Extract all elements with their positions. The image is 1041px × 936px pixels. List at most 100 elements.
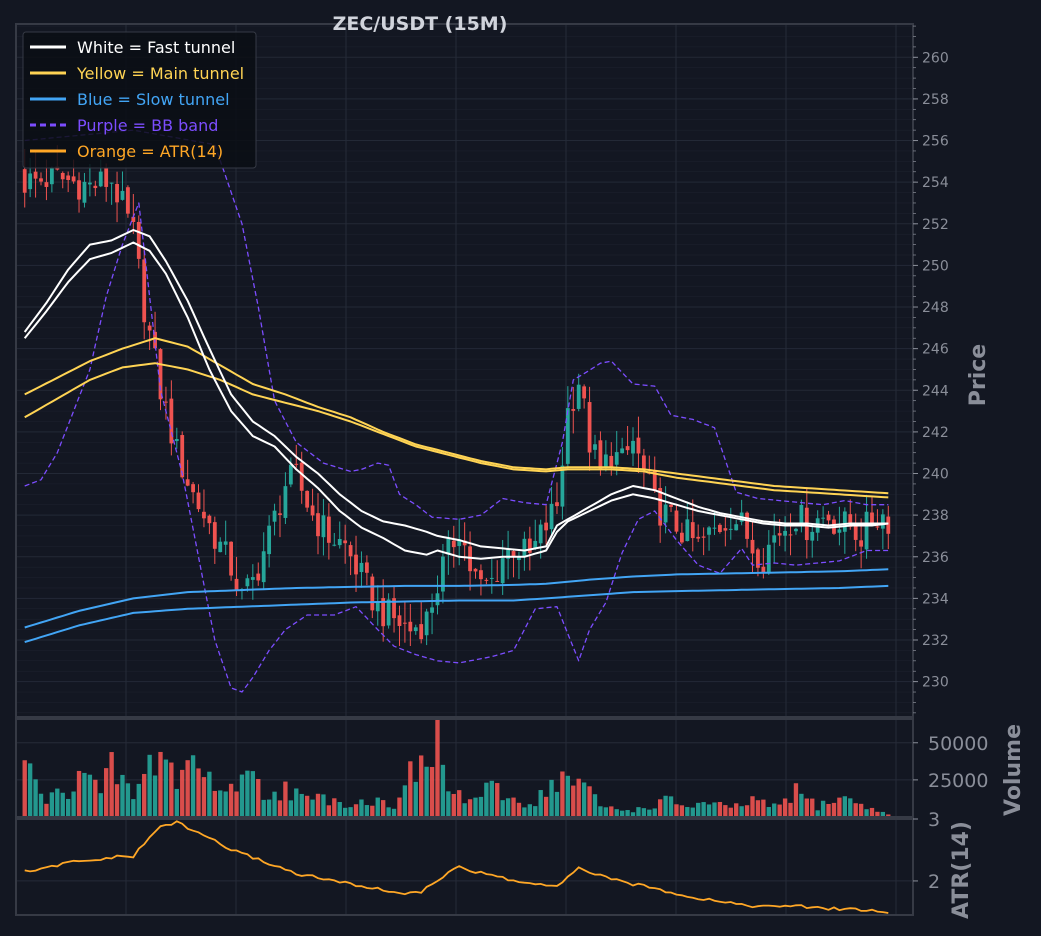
- volume-bar: [87, 774, 93, 817]
- volume-bar: [326, 805, 332, 817]
- volume-bar: [598, 806, 603, 817]
- legend-box: [22, 31, 257, 169]
- candle-body: [82, 181, 87, 203]
- volume-bar: [473, 797, 478, 817]
- candle-body: [560, 465, 565, 507]
- candle-body: [446, 537, 451, 555]
- volume-bar: [239, 774, 245, 817]
- candle-body: [842, 511, 847, 532]
- candle-body: [109, 182, 114, 184]
- volume-bar: [22, 760, 27, 817]
- volume-panel: [22, 719, 891, 817]
- legend-item-slow-tunnel: Blue = Slow tunnel: [30, 90, 230, 109]
- candle-body: [799, 505, 804, 526]
- volume-bar: [256, 779, 261, 817]
- candle-body: [837, 529, 842, 533]
- volume-bar: [820, 800, 826, 817]
- volume-bar: [381, 800, 386, 817]
- candle-body: [294, 463, 299, 465]
- candle-body: [424, 611, 429, 636]
- volume-bar: [647, 809, 652, 817]
- volume-bar: [245, 770, 250, 817]
- candle-body: [104, 168, 109, 187]
- volume-bar: [288, 800, 294, 817]
- candle-body: [408, 621, 413, 632]
- volume-bar: [65, 798, 71, 817]
- price-tick-label: 230: [922, 675, 949, 691]
- price-tick-label: 244: [922, 383, 949, 399]
- candle-body: [533, 540, 538, 549]
- main-tunnel-lower-line: [24, 362, 889, 499]
- candle-body: [397, 615, 402, 626]
- volume-bar: [201, 777, 207, 817]
- volume-bar: [408, 761, 413, 817]
- volume-bar: [38, 793, 44, 817]
- candle-body: [522, 538, 527, 557]
- candle-body: [451, 540, 456, 548]
- candle-body: [712, 527, 717, 529]
- volume-bar: [348, 807, 353, 817]
- candle-body: [185, 479, 190, 486]
- volume-bar: [782, 798, 788, 817]
- candle-body: [375, 602, 380, 612]
- candle-body: [489, 577, 494, 579]
- candle-body: [457, 539, 462, 546]
- price-tick-label: 252: [922, 217, 949, 233]
- legend: White = Fast tunnel Yellow = Main tunnel…: [22, 31, 257, 169]
- volume-bar: [261, 799, 266, 817]
- candle-body: [299, 462, 304, 491]
- volume-bar: [147, 754, 152, 817]
- candle-body: [386, 599, 391, 626]
- volume-bar: [353, 804, 359, 817]
- volume-bar: [104, 768, 109, 817]
- volume-bar: [549, 779, 554, 817]
- volume-bar: [109, 752, 114, 817]
- candle-body: [506, 548, 510, 559]
- candle-body: [565, 408, 570, 464]
- candle-body: [875, 526, 880, 528]
- candle-body: [60, 172, 65, 180]
- volume-bar: [272, 791, 277, 817]
- candle-body: [728, 528, 733, 530]
- candle-body: [207, 515, 212, 524]
- volume-bar: [609, 806, 614, 817]
- legend-item-bb-band: Purple = BB band: [30, 116, 218, 135]
- candle-body: [826, 514, 831, 521]
- volume-bar: [180, 769, 185, 817]
- price-tick-label: 256: [922, 134, 949, 150]
- candle-body: [169, 398, 174, 444]
- candle-body: [527, 538, 532, 553]
- volume-bar: [875, 811, 880, 817]
- volume-bar: [886, 814, 891, 817]
- candle-body: [283, 486, 288, 518]
- volume-bar: [277, 800, 283, 817]
- candle-body: [582, 386, 587, 399]
- volume-bar: [853, 803, 858, 817]
- volume-bar: [337, 802, 342, 817]
- volume-bar: [527, 804, 532, 817]
- volume-bar: [304, 795, 310, 817]
- candle-body: [772, 535, 777, 543]
- candle-body: [419, 624, 424, 640]
- candle-body: [690, 522, 695, 539]
- price-axis-label: Price: [966, 344, 991, 406]
- volume-bar: [766, 807, 771, 817]
- candle-body: [435, 593, 440, 606]
- legend-label-slow-tunnel: Blue = Slow tunnel: [77, 90, 230, 109]
- candle-body: [587, 402, 592, 453]
- volume-bar: [793, 783, 799, 817]
- volume-bar: [359, 799, 364, 817]
- volume-bar: [212, 790, 217, 817]
- volume-bar: [522, 807, 527, 817]
- candle-body: [147, 325, 152, 331]
- volume-bar: [592, 794, 598, 817]
- candle-body: [256, 573, 261, 581]
- candle-body: [500, 558, 505, 584]
- volume-bar: [636, 807, 641, 817]
- volume-bar: [560, 771, 565, 817]
- candle-body: [685, 519, 690, 542]
- volume-bar: [696, 802, 701, 817]
- candle-body: [223, 541, 228, 545]
- candle-body: [734, 524, 739, 531]
